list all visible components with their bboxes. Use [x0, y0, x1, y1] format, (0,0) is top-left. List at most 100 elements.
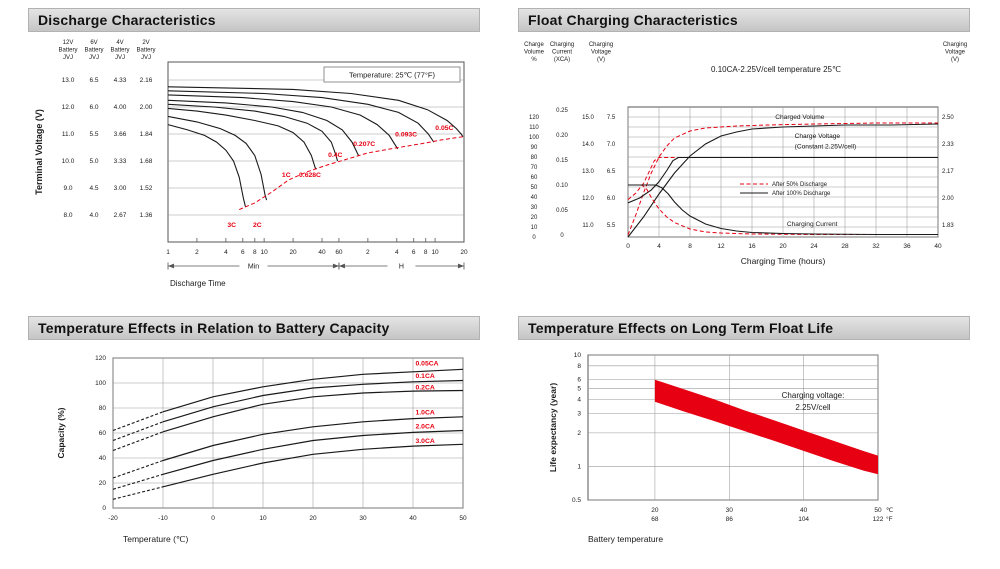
x-tick-label: 32 — [872, 243, 880, 250]
volume-tick-label: 80 — [531, 155, 538, 161]
discharge-header-bar: Discharge Characteristics — [28, 8, 480, 32]
y-tick-label: 60 — [99, 430, 107, 437]
y-tick-label: 8 — [577, 363, 581, 370]
axis-column-header: (V) — [597, 57, 605, 63]
y-axis-label: Life expectancy (year) — [548, 383, 558, 472]
right-axis-header: Charging — [943, 42, 967, 48]
x-tick-celsius: 40 — [800, 507, 808, 514]
temp-capacity-header-bar: Temperature Effects in Relation to Batte… — [28, 316, 480, 340]
volume-tick-label: 70 — [531, 165, 538, 171]
series-0.207C — [167, 94, 399, 150]
x-tick-label: 16 — [748, 243, 756, 250]
plot-border — [587, 354, 879, 501]
celsius-unit-label: ℃ — [886, 507, 894, 514]
battery-column-header: JVJ — [63, 55, 73, 61]
x-tick-label: 40 — [934, 243, 942, 250]
battery-column-header: 2V — [142, 40, 149, 46]
curve-label: 0.093C — [395, 132, 417, 139]
x-tick-label: 2 — [195, 249, 199, 256]
bracket-label: H — [399, 264, 404, 271]
battery-column-header: JVJ — [89, 55, 99, 61]
cell-voltage-tick-label: 1.83 — [942, 223, 954, 229]
volume-tick-label: 30 — [531, 205, 538, 211]
x-tick-label: 10 — [431, 249, 439, 256]
y-tick-label: 3.66 — [114, 131, 127, 138]
series-0.05CA-lowtemp — [112, 411, 164, 432]
x-tick-label: 40 — [318, 249, 326, 256]
x-tick-label: 8 — [424, 249, 428, 256]
series-0.628C — [167, 103, 339, 162]
current-tick-label: 0.10 — [556, 183, 568, 189]
y-tick-label: 10 — [574, 352, 582, 359]
axis-column-header: Current — [552, 50, 572, 56]
legend-label: After 100% Discharge — [772, 191, 831, 197]
y-tick-label: 2.00 — [140, 104, 153, 111]
x-tick-fahrenheit: 122 — [873, 516, 884, 523]
battery-column-header: JVJ — [141, 55, 151, 61]
battery-column-header: Battery — [84, 48, 103, 54]
x-tick-celsius: 30 — [726, 507, 734, 514]
x-tick-label: 20 — [460, 249, 468, 256]
y-tick-label: 4.00 — [114, 104, 127, 111]
y-tick-label: 20 — [99, 480, 107, 487]
curve-annotation: (Constant 2.25V/cell) — [795, 144, 857, 151]
x-axis-label: Charging Time (hours) — [741, 256, 826, 266]
volume-tick-label: 0 — [532, 235, 536, 241]
temperature-note-box — [323, 66, 461, 83]
temp-capacity-title: Temperature Effects in Relation to Batte… — [38, 320, 390, 336]
series-1.0CA-lowtemp — [112, 459, 164, 479]
voltage12-tick-label: 12.0 — [582, 196, 594, 202]
y-tick-label: 40 — [99, 455, 107, 462]
cell-voltage-tick-label: 2.33 — [942, 142, 954, 148]
y-tick-label: 120 — [95, 355, 106, 362]
y-tick-label: 13.0 — [62, 77, 75, 84]
right-axis-header: (V) — [951, 57, 959, 63]
y-axis-label: Terminal Voltage (V) — [34, 109, 44, 195]
series-0.05C — [167, 86, 464, 138]
y-axis-label: Capacity (%) — [56, 407, 66, 458]
float-charging-title: Float Charging Characteristics — [528, 12, 738, 28]
series-0.1CA-lowtemp — [112, 421, 164, 442]
y-tick-label: 3 — [577, 410, 581, 417]
axis-column-header: Volume — [524, 50, 545, 56]
series-3.0CA-lowtemp — [112, 486, 164, 500]
x-tick-fahrenheit: 86 — [726, 516, 734, 523]
curve-annotation: Charged Volume — [775, 114, 824, 121]
temperature-note: Temperature: 25℃ (77°F) — [349, 71, 436, 80]
voltage6-tick-label: 6.0 — [607, 196, 616, 202]
x-tick-label: 1 — [166, 249, 170, 256]
axis-column-header: (XCA) — [554, 57, 570, 63]
y-tick-label: 80 — [99, 405, 107, 412]
voltage6-tick-label: 7.5 — [607, 115, 616, 121]
x-tick-label: 4 — [224, 249, 228, 256]
battery-column-header: 4V — [116, 40, 123, 46]
charging-voltage-annotation: Charging voltage: — [782, 391, 845, 400]
volume-tick-label: 90 — [531, 145, 538, 151]
battery-column-header: JVJ — [115, 55, 125, 61]
y-tick-label: 2 — [577, 430, 581, 437]
curve-label: 0.1CA — [416, 373, 435, 380]
series-2.0CA-lowtemp — [112, 473, 164, 490]
y-tick-label: 8.0 — [63, 212, 72, 219]
x-tick-label: 24 — [810, 243, 818, 250]
volume-tick-label: 40 — [531, 195, 538, 201]
y-tick-label: 4.5 — [89, 185, 98, 192]
voltage12-tick-label: 14.0 — [582, 142, 594, 148]
battery-column-header: Battery — [136, 48, 155, 54]
x-tick-label: 20 — [309, 515, 317, 522]
voltage12-tick-label: 11.0 — [582, 223, 594, 229]
curve-label: 0.207C — [353, 141, 375, 148]
arrow-left-icon — [338, 263, 345, 269]
axis-column-header: Charging — [589, 42, 613, 48]
y-tick-label: 4 — [577, 396, 581, 403]
axis-column-header: % — [531, 57, 537, 63]
x-tick-label: 0 — [211, 515, 215, 522]
curve-label: 3C — [227, 222, 236, 229]
y-tick-label: 1.36 — [140, 212, 153, 219]
series-0.2CA-lowtemp — [112, 431, 164, 452]
battery-column-header: Battery — [58, 48, 77, 54]
x-tick-label: 20 — [289, 249, 297, 256]
y-tick-label: 1 — [577, 463, 581, 470]
x-tick-label: 2 — [366, 249, 370, 256]
